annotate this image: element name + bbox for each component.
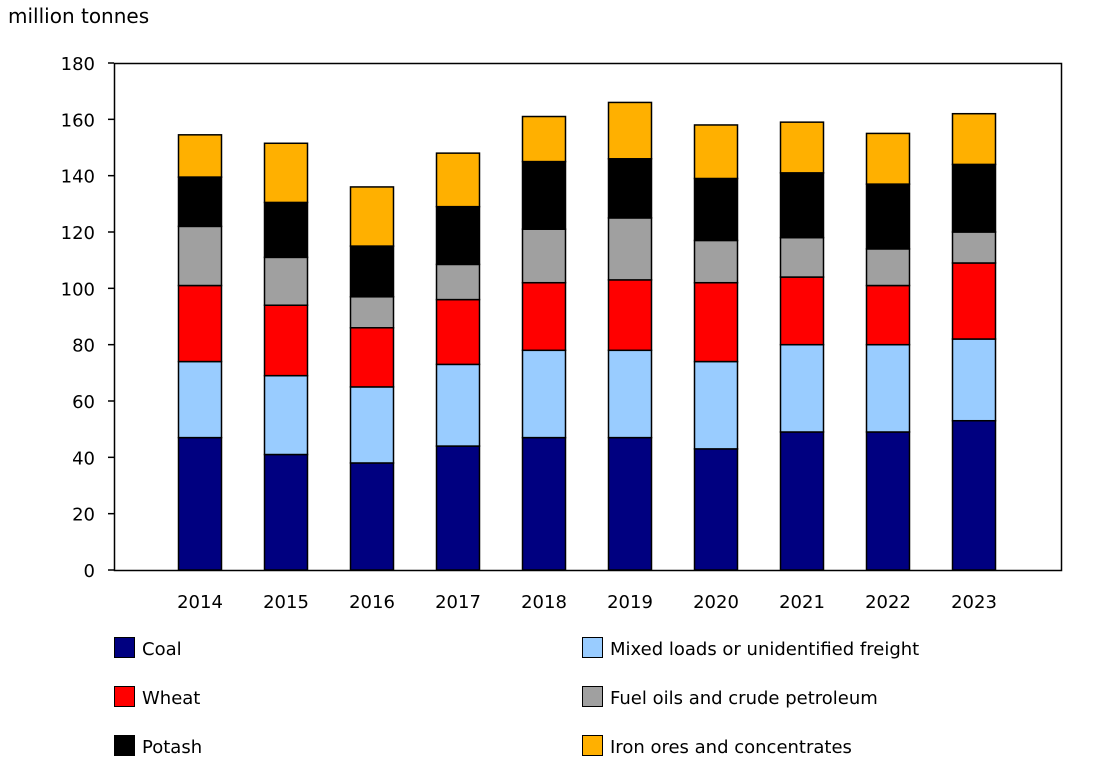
legend-label: Wheat [142,688,200,709]
bar-segment-potash-2022 [865,183,911,250]
bar-segment-coal-2017 [435,445,481,571]
bar-segment-mixed-loads-or-unidentified-freight-2016 [349,386,395,464]
bar-segment-potash-2023 [951,163,997,233]
y-tick-label: 180 [61,54,95,75]
bar-segment-potash-2020 [693,177,739,242]
y-tick-label: 20 [72,505,95,526]
x-tick-label: 2016 [349,592,395,613]
bar-segment-fuel-oils-and-crude-petroleum-2019 [607,217,653,281]
y-tick-label: 140 [61,167,95,188]
x-tick-label: 2018 [521,592,567,613]
bar-segment-potash-2015 [263,201,309,259]
x-tick-label: 2021 [779,592,825,613]
legend-swatch [582,686,603,707]
bar-segment-wheat-2023 [951,262,997,340]
legend-label: Coal [142,639,182,660]
bar-segment-iron-ores-and-concentrates-2015 [263,142,309,204]
bar-segment-potash-2019 [607,158,653,219]
bar-segment-mixed-loads-or-unidentified-freight-2021 [779,343,825,433]
bar-segment-mixed-loads-or-unidentified-freight-2014 [177,360,223,439]
legend-label: Fuel oils and crude petroleum [610,688,878,709]
bar-segment-fuel-oils-and-crude-petroleum-2017 [435,263,481,301]
y-axis-label: million tonnes [8,4,149,28]
x-tick-label: 2019 [607,592,653,613]
bar-segment-iron-ores-and-concentrates-2014 [177,134,223,178]
bar-segment-fuel-oils-and-crude-petroleum-2021 [779,236,825,278]
bar-segment-iron-ores-and-concentrates-2022 [865,132,911,185]
legend-swatch [114,735,135,756]
bar-segment-iron-ores-and-concentrates-2021 [779,121,825,174]
bar-segment-fuel-oils-and-crude-petroleum-2023 [951,231,997,264]
bar-segment-potash-2016 [349,245,395,298]
bar-segment-iron-ores-and-concentrates-2017 [435,152,481,208]
bar-segment-iron-ores-and-concentrates-2020 [693,124,739,180]
bar-segment-wheat-2021 [779,276,825,346]
y-tick-label: 160 [61,110,95,131]
bar-segment-mixed-loads-or-unidentified-freight-2017 [435,363,481,447]
bar-segment-coal-2018 [521,436,567,571]
bar-segment-potash-2018 [521,160,567,230]
bar-segment-potash-2017 [435,205,481,266]
legend-label: Iron ores and concentrates [610,737,852,758]
bar-segment-mixed-loads-or-unidentified-freight-2022 [865,343,911,433]
bar-segment-fuel-oils-and-crude-petroleum-2018 [521,228,567,284]
bar-segment-wheat-2016 [349,327,395,388]
y-tick-label: 60 [72,392,95,413]
bar-segment-wheat-2015 [263,304,309,377]
bar-segment-mixed-loads-or-unidentified-freight-2020 [693,360,739,450]
x-tick-label: 2020 [693,592,739,613]
bar-segment-fuel-oils-and-crude-petroleum-2016 [349,296,395,329]
bar-segment-coal-2020 [693,448,739,571]
bar-segment-wheat-2017 [435,298,481,366]
bar-segment-coal-2021 [779,431,825,571]
legend-swatch [114,686,135,707]
bar-segment-fuel-oils-and-crude-petroleum-2014 [177,225,223,287]
bar-segment-mixed-loads-or-unidentified-freight-2015 [263,374,309,456]
legend-label: Potash [142,737,202,758]
x-tick-label: 2014 [177,592,223,613]
bar-segment-wheat-2018 [521,281,567,352]
x-tick-label: 2023 [951,592,997,613]
plot-frame [113,62,1063,572]
bar-segment-fuel-oils-and-crude-petroleum-2020 [693,239,739,284]
bar-segment-iron-ores-and-concentrates-2019 [607,101,653,160]
bar-segment-fuel-oils-and-crude-petroleum-2015 [263,256,309,306]
bar-segment-coal-2015 [263,453,309,571]
bar-segment-wheat-2014 [177,284,223,363]
bar-segment-mixed-loads-or-unidentified-freight-2023 [951,338,997,422]
bar-segment-iron-ores-and-concentrates-2018 [521,115,567,163]
bar-segment-iron-ores-and-concentrates-2023 [951,112,997,166]
x-tick-label: 2022 [865,592,911,613]
legend-label: Mixed loads or unidentified freight [610,639,919,660]
x-tick-label: 2015 [263,592,309,613]
bar-segment-coal-2014 [177,436,223,571]
bar-segment-coal-2023 [951,419,997,571]
y-tick-label: 120 [61,223,95,244]
y-tick-label: 40 [72,448,95,469]
bar-segment-wheat-2020 [693,281,739,363]
y-tick-label: 80 [72,336,95,357]
bar-segment-coal-2022 [865,431,911,571]
bar-segment-coal-2016 [349,462,395,571]
bar-segment-potash-2014 [177,176,223,228]
y-tick-label: 100 [61,279,95,300]
legend-swatch [582,735,603,756]
bar-segment-wheat-2022 [865,284,911,346]
bar-segment-fuel-oils-and-crude-petroleum-2022 [865,248,911,287]
bar-segment-wheat-2019 [607,279,653,352]
bar-segment-mixed-loads-or-unidentified-freight-2019 [607,349,653,439]
bar-segment-coal-2019 [607,436,653,571]
bar-segment-potash-2021 [779,172,825,239]
bar-segment-mixed-loads-or-unidentified-freight-2018 [521,349,567,439]
x-tick-label: 2017 [435,592,481,613]
bar-segment-iron-ores-and-concentrates-2016 [349,186,395,247]
legend-swatch [114,637,135,658]
y-tick-label: 0 [84,561,95,582]
legend-swatch [582,637,603,658]
